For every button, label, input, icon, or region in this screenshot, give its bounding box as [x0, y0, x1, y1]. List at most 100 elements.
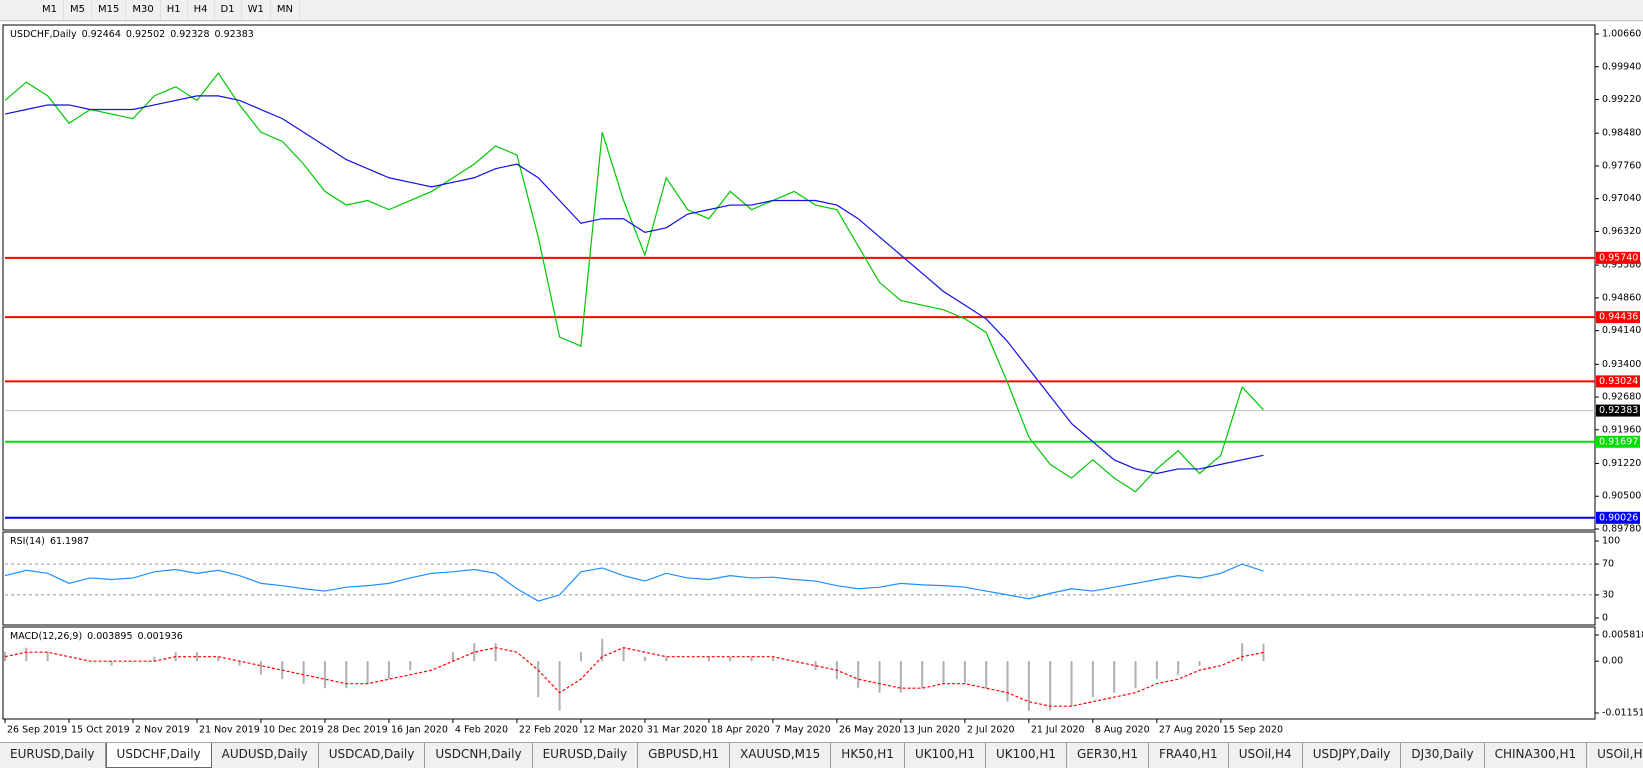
y-tick-label: 0.96320	[1602, 226, 1641, 237]
chart-tab[interactable]: USDCHF,Daily	[105, 743, 212, 768]
timeframe-button[interactable]: H4	[188, 0, 215, 20]
histogram-bar	[1027, 661, 1030, 711]
y-tick-label: 30	[1602, 589, 1614, 600]
histogram-bar	[537, 661, 540, 698]
level-tag	[1596, 511, 1640, 524]
level-tag	[1596, 251, 1640, 264]
level-label: 0.94436	[1599, 312, 1638, 323]
x-tick-label: 26 Sep 2019	[7, 725, 67, 736]
title-part: 0.92502	[126, 29, 165, 40]
histogram-bar	[1262, 643, 1265, 662]
x-tick-label: 16 Jan 2020	[391, 725, 448, 736]
chart-tab[interactable]: GER30,H1	[1067, 743, 1149, 768]
histogram-bar	[366, 661, 369, 684]
y-tick-label: 0.99220	[1602, 94, 1641, 105]
y-tick-label: -0.011514	[1602, 708, 1643, 719]
histogram-bar	[1049, 661, 1052, 711]
chart-tab[interactable]: UK100,H1	[905, 743, 986, 768]
histogram-bar	[1113, 661, 1116, 693]
histogram-bar	[195, 652, 198, 662]
series-line	[4, 72, 1264, 493]
chart-tab[interactable]: USOil,H4	[1229, 743, 1303, 768]
chart-tab[interactable]: FRA40,H1	[1149, 743, 1229, 768]
histogram-bar	[622, 647, 625, 662]
chart: 1.00660 0.99940 0.99220 0.98480 0.97760 0.970…	[0, 22, 1643, 742]
series-line	[4, 563, 1264, 602]
x-tick-label: 2 Jul 2020	[967, 725, 1015, 736]
chart-tab[interactable]: DJ30,Daily	[1401, 743, 1485, 768]
chart-tab[interactable]: HK50,H1	[831, 743, 905, 768]
histogram-bar	[921, 661, 924, 689]
x-tick-label: 13 Jun 2020	[903, 725, 960, 736]
histogram-bar	[985, 661, 988, 689]
chart-tab[interactable]: CHINA300,H1	[1485, 743, 1588, 768]
panel-frame	[2, 531, 1596, 626]
title-part: 0.92328	[170, 29, 209, 40]
title-part: 0.92464	[82, 29, 121, 40]
histogram-bar	[110, 661, 113, 666]
histogram-bar	[387, 661, 390, 680]
chart-tab[interactable]: USDCAD,Daily	[319, 743, 426, 768]
histogram-bar	[942, 661, 945, 684]
histogram-bar	[323, 661, 326, 689]
chart-tab[interactable]: USOil,H	[1587, 743, 1643, 768]
chart-tab[interactable]: GBPUSD,H1	[638, 743, 730, 768]
timeframe-button[interactable]: W1	[242, 0, 271, 20]
histogram-bar	[729, 656, 732, 662]
histogram-bar	[857, 661, 860, 689]
histogram-bar	[750, 656, 753, 662]
x-tick-label: 8 Aug 2020	[1095, 725, 1150, 736]
histogram-bar	[558, 661, 561, 711]
chart-tab[interactable]: EURUSD,Daily	[533, 743, 639, 768]
timeframe-button[interactable]: M5	[64, 0, 92, 20]
histogram-bar	[963, 661, 966, 684]
chart-tab[interactable]: USDJPY,Daily	[1303, 743, 1402, 768]
chart-tab[interactable]: UK100,H1	[986, 743, 1067, 768]
panel-frame	[2, 24, 1596, 531]
timeframe-button[interactable]: MN	[271, 0, 300, 20]
level-label: 0.90026	[1599, 512, 1638, 523]
y-tick-label: 0.94140	[1602, 325, 1641, 336]
histogram-bar	[665, 656, 668, 662]
y-tick-label: 0.97760	[1602, 160, 1641, 171]
toolbar: M1 M5 M15 M30 H1 H4 D1 W1 MN	[0, 0, 1643, 21]
histogram-bar	[1155, 661, 1158, 680]
y-tick-label: 0.00	[1602, 656, 1623, 667]
y-tick-label: 0.97040	[1602, 193, 1641, 204]
y-tick-label: 0.91960	[1602, 424, 1641, 435]
panel-frame	[2, 626, 1596, 720]
chart-tab[interactable]: XAUUSD,M15	[730, 743, 832, 768]
level-label: 0.95740	[1599, 252, 1638, 263]
x-tick-label: 15 Oct 2019	[71, 725, 130, 736]
x-tick-label: 18 Apr 2020	[711, 725, 770, 736]
x-tick-label: 21 Nov 2019	[199, 725, 260, 736]
last-price-label: 0.92383	[1599, 405, 1638, 416]
histogram-bar	[1134, 661, 1137, 689]
histogram-bar	[771, 656, 774, 662]
title-part: 0.92383	[215, 29, 254, 40]
title-part: 61.1987	[50, 536, 89, 547]
panel-title: USDCHF,Daily 0.92464 0.92502 0.92328 0.92383	[10, 29, 254, 40]
timeframe-button[interactable]: H1	[161, 0, 188, 20]
tab-bar: EURUSD,Daily USDCHF,Daily AUDUSD,Daily USDC…	[0, 742, 1643, 768]
title-part: MACD(12,26,9)	[10, 631, 82, 642]
histogram-bar	[1241, 643, 1244, 662]
histogram-bar	[579, 652, 582, 662]
title-part: 0.003895	[87, 631, 132, 642]
x-tick-label: 26 May 2020	[839, 725, 901, 736]
y-tick-label: 0.94860	[1602, 292, 1641, 303]
chart-tab[interactable]: EURUSD,Daily	[0, 743, 106, 768]
timeframe-button[interactable]: D1	[215, 0, 242, 20]
timeframe-button[interactable]: M1	[36, 0, 64, 20]
histogram-bar	[1198, 661, 1201, 666]
chart-tab[interactable]: USDCNH,Daily	[425, 743, 533, 768]
y-tick-label: 70	[1602, 559, 1614, 570]
chart-tab[interactable]: AUDUSD,Daily	[212, 743, 319, 768]
timeframe-button[interactable]: M15	[92, 0, 127, 20]
y-tick-label: 0.95580	[1602, 260, 1641, 271]
timeframe-button[interactable]: M30	[126, 0, 161, 20]
x-tick-label: 22 Feb 2020	[519, 725, 578, 736]
x-tick-label: 2 Nov 2019	[135, 725, 190, 736]
level-label: 0.93024	[1599, 376, 1638, 387]
x-tick-label: 4 Feb 2020	[455, 725, 508, 736]
